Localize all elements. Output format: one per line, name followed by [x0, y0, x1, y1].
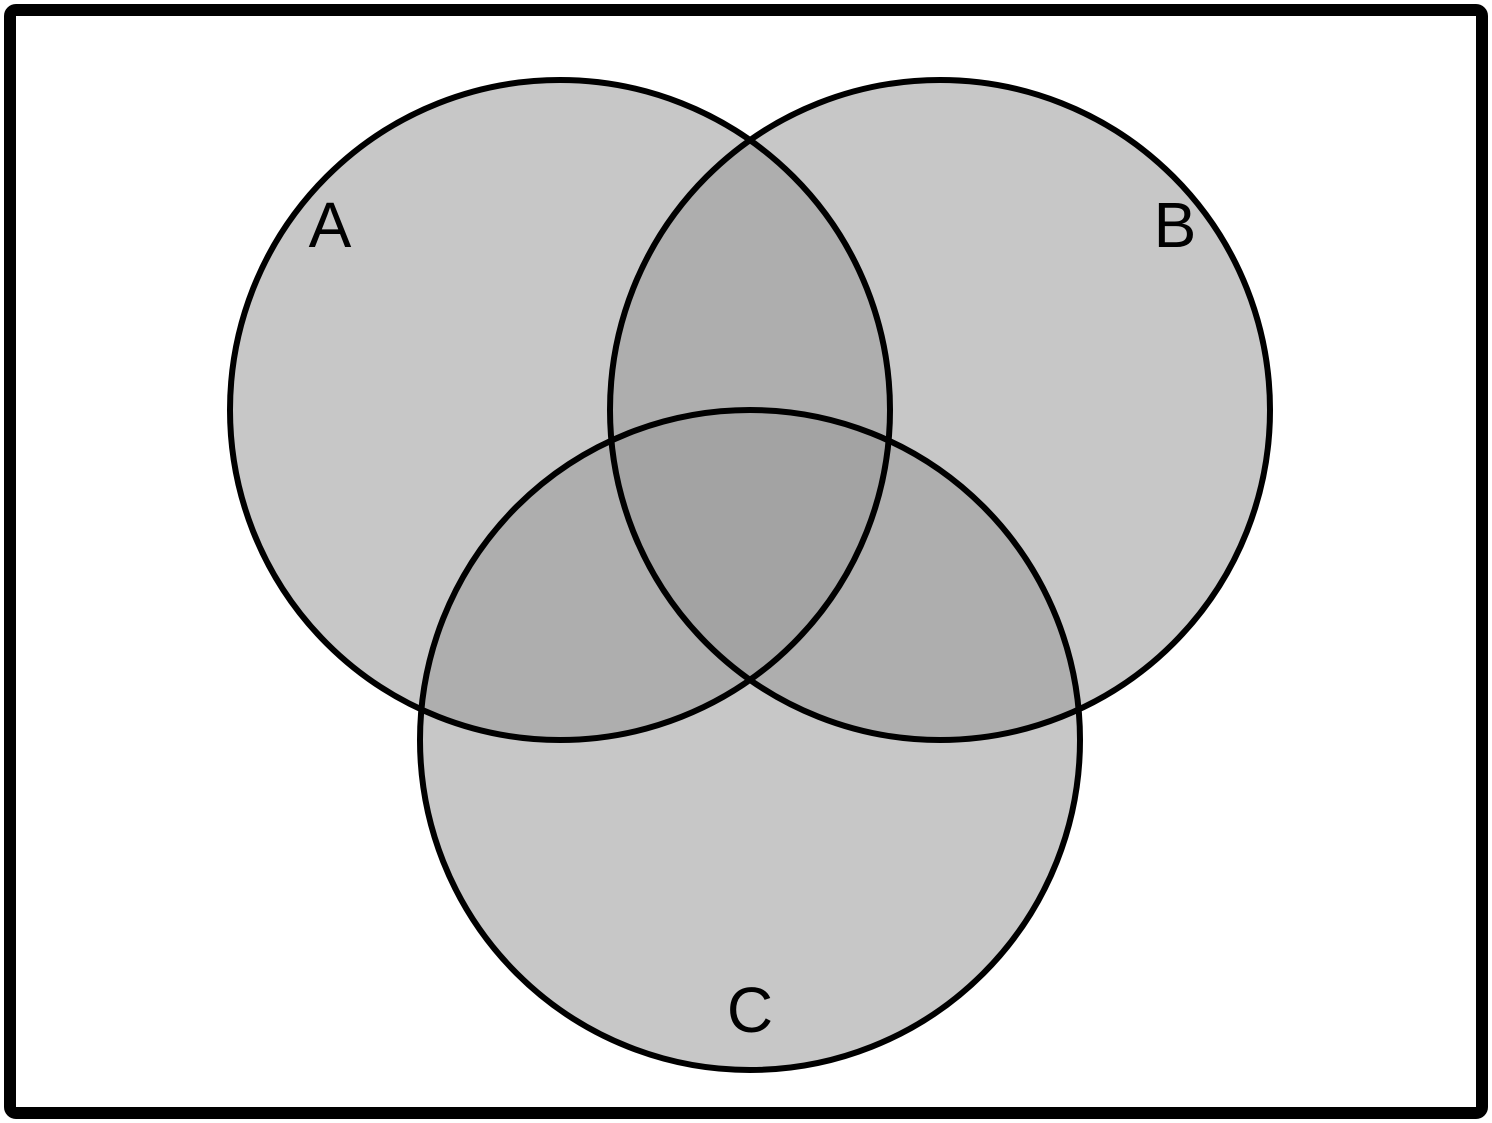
venn-diagram-container: A B C — [0, 0, 1492, 1123]
venn-diagram-svg: A B C — [0, 0, 1492, 1123]
venn-label-b: B — [1154, 189, 1197, 261]
venn-label-a: A — [309, 189, 352, 261]
venn-label-c: C — [727, 974, 773, 1046]
